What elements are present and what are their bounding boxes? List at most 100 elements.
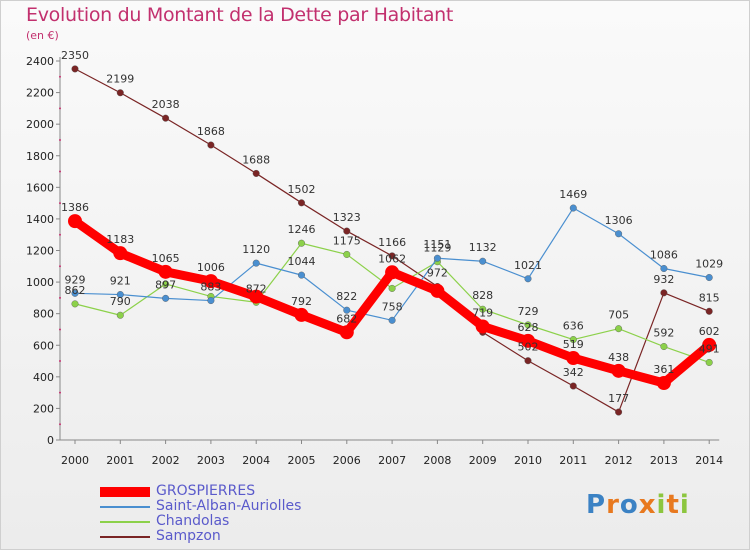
data-label: 519 <box>563 338 584 351</box>
y-minor-dot <box>59 265 61 268</box>
data-label: 1183 <box>106 233 134 246</box>
y-tick-label: 600 <box>33 339 54 352</box>
data-point <box>569 204 577 212</box>
data-label: 1386 <box>61 201 89 214</box>
x-tick-label: 2003 <box>197 454 225 467</box>
data-label: 491 <box>699 342 720 355</box>
y-minor-dot <box>59 202 61 205</box>
y-minor-dot <box>59 138 61 141</box>
data-label: 792 <box>291 295 312 308</box>
x-tick-label: 2013 <box>650 454 678 467</box>
y-tick-label: 1400 <box>26 213 54 226</box>
y-minor-dot <box>59 170 61 173</box>
logo-letter: x <box>638 490 657 520</box>
data-label: 2350 <box>61 49 89 62</box>
data-point <box>343 250 351 258</box>
data-point <box>433 254 441 262</box>
y-tick-label: 1200 <box>26 245 54 258</box>
x-tick-label: 2002 <box>152 454 180 467</box>
data-point <box>615 408 623 416</box>
logo-letter: i <box>656 490 667 520</box>
data-label: 1044 <box>288 255 316 268</box>
series-layer <box>68 65 717 416</box>
data-point <box>615 325 623 333</box>
data-point <box>660 265 668 273</box>
data-point <box>524 357 532 365</box>
data-label: 972 <box>427 267 448 280</box>
data-label: 1151 <box>423 238 451 251</box>
data-point <box>479 305 487 313</box>
y-minor-dot <box>59 391 61 394</box>
data-point <box>611 363 626 378</box>
x-tick-label: 2014 <box>695 454 723 467</box>
data-point <box>252 259 260 267</box>
data-label: 758 <box>382 300 403 313</box>
x-tick-label: 2007 <box>378 454 406 467</box>
data-point <box>116 89 124 97</box>
data-label: 1469 <box>559 188 587 201</box>
data-label: 1688 <box>242 153 270 166</box>
data-point <box>343 227 351 235</box>
data-point <box>294 307 309 322</box>
x-tick-label: 2004 <box>242 454 270 467</box>
data-label: 719 <box>472 306 493 319</box>
data-label: 636 <box>563 320 584 333</box>
logo-letter: r <box>606 490 620 520</box>
y-tick-label: 2000 <box>26 118 54 131</box>
data-label: 1120 <box>242 243 270 256</box>
data-point <box>615 230 623 238</box>
data-point <box>71 300 79 308</box>
data-label: 862 <box>65 284 86 297</box>
data-label: 2199 <box>106 73 134 86</box>
data-point <box>430 283 445 298</box>
data-label: 828 <box>472 289 493 302</box>
x-tick-label: 2005 <box>288 454 316 467</box>
data-point <box>298 199 306 207</box>
series-saint-alban-auriolles <box>71 204 713 324</box>
data-label: 932 <box>653 273 674 286</box>
data-label: 1129 <box>423 242 451 255</box>
data-point <box>705 358 713 366</box>
y-tick-label: 1600 <box>26 181 54 194</box>
y-minor-dot <box>59 107 61 110</box>
logo-letter: o <box>619 490 639 520</box>
data-label: 682 <box>336 312 357 325</box>
y-minor-dot <box>59 423 61 426</box>
data-label: 1065 <box>152 252 180 265</box>
data-point <box>524 321 532 329</box>
data-label: 872 <box>246 282 267 295</box>
chart-title: Evolution du Montant de la Dette par Hab… <box>26 4 454 26</box>
y-minor-dot <box>59 296 61 299</box>
data-label: 342 <box>563 366 584 379</box>
data-label: 438 <box>608 351 629 364</box>
data-label: 502 <box>518 341 539 354</box>
data-point <box>68 214 82 229</box>
proxiti-logo: Proxiti <box>586 490 690 520</box>
y-minor-dot <box>59 328 61 331</box>
data-point <box>656 375 671 390</box>
data-point <box>71 65 79 73</box>
data-point <box>388 316 396 324</box>
y-tick-label: 1000 <box>26 276 54 289</box>
data-point <box>479 257 487 265</box>
data-label: 815 <box>699 291 720 304</box>
x-tick-label: 2008 <box>423 454 451 467</box>
y-tick-label: 2200 <box>26 87 54 100</box>
data-label: 1502 <box>288 183 316 196</box>
data-point <box>71 289 79 297</box>
logo-letter: i <box>679 490 690 520</box>
y-unit-label: (en €) <box>26 29 59 42</box>
y-tick-label: 400 <box>33 371 54 384</box>
data-point <box>203 274 218 289</box>
data-label: 897 <box>155 278 176 291</box>
series-chandolas <box>71 239 713 366</box>
data-label: 1006 <box>197 261 225 274</box>
data-point <box>566 351 581 366</box>
data-point <box>705 274 713 282</box>
data-point <box>252 169 260 177</box>
data-label: 790 <box>110 295 131 308</box>
data-label: 1306 <box>605 214 633 227</box>
logo-letter: P <box>586 490 607 520</box>
data-label: 883 <box>200 281 221 294</box>
data-label: 628 <box>518 321 539 334</box>
